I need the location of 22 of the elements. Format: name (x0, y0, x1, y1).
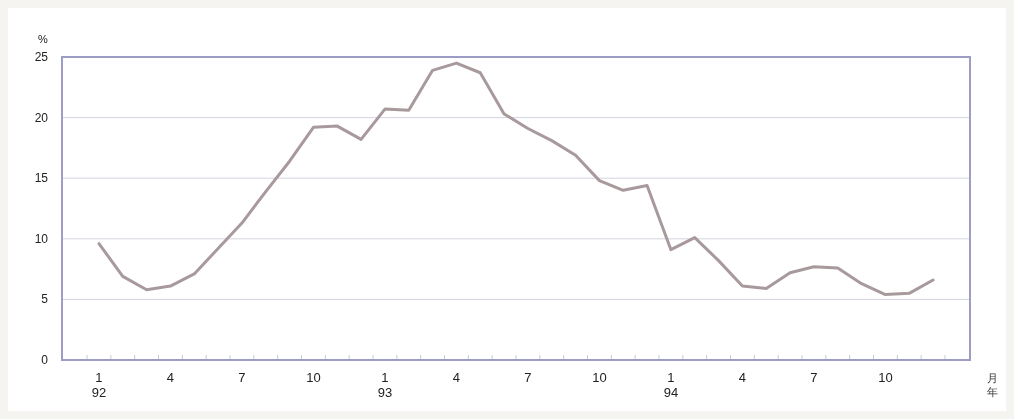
x-tick-label: 10 (878, 370, 893, 385)
x-tick-label: 1 92 (91, 370, 107, 400)
y-tick-label: 20 (34, 110, 49, 125)
x-tick-label: 4 (738, 370, 747, 385)
x-tick-label: 4 (452, 370, 461, 385)
y-tick-label: 0 (41, 353, 49, 367)
y-tick-label: 10 (34, 231, 49, 246)
y-axis-title: % (38, 33, 48, 45)
x-tick-label: 7 (238, 370, 246, 385)
x-tick-label: 10 (306, 370, 321, 385)
x-tick-label: 1 93 (377, 370, 393, 400)
x-tick-label: 10 (592, 370, 607, 385)
y-tick-label: 5 (41, 292, 49, 307)
x-tick-label: 1 94 (663, 370, 679, 400)
line-series (97, 61, 935, 297)
text: 月 (986, 372, 998, 384)
text: 年 (986, 386, 998, 398)
x-tick-label: 7 (810, 370, 818, 385)
y-tick-label: 15 (34, 171, 49, 186)
x-tick-label: 7 (524, 370, 532, 385)
y-tick-label: 25 (34, 50, 49, 64)
x-tick-label: 4 (166, 370, 175, 385)
